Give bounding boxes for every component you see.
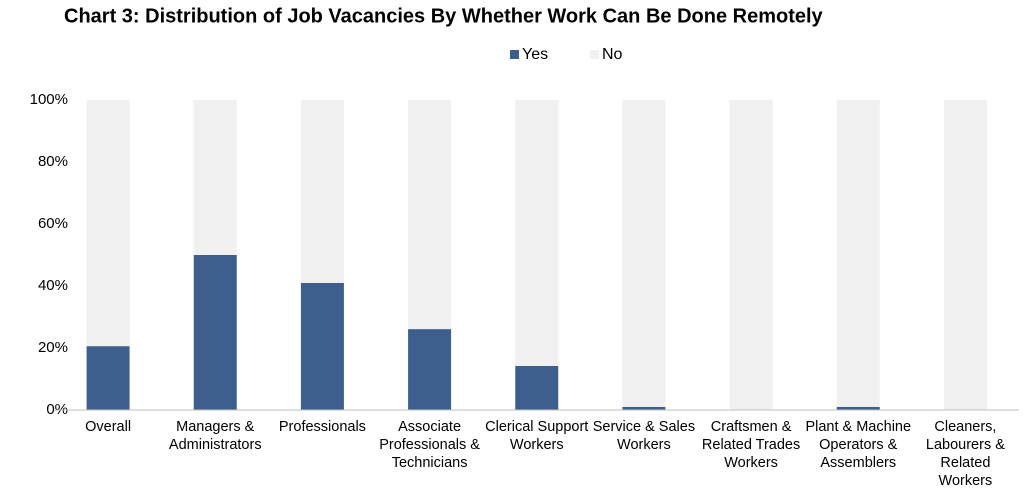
chart-title: Chart 3: Distribution of Job Vacancies B…: [64, 5, 824, 27]
bar-segment: [86, 346, 130, 410]
y-tick-label: 80%: [38, 153, 68, 170]
legend-swatch: [510, 50, 519, 59]
bar-segment: [836, 100, 880, 407]
bar-segment: [86, 100, 130, 347]
x-tick-label: Associate Professionals & Technicians: [379, 419, 480, 471]
legend-label: No: [602, 46, 623, 63]
legend-swatch: [590, 50, 599, 59]
bar-segment: [193, 100, 237, 255]
y-tick-label: 100%: [30, 91, 68, 108]
bar-segment: [622, 100, 666, 407]
y-tick-label: 60%: [38, 215, 68, 232]
bar-segment: [943, 100, 987, 410]
bar-segment: [300, 100, 344, 283]
bar-segment: [836, 406, 880, 410]
x-tick-label: Professionals: [278, 419, 366, 435]
bar-segment: [408, 100, 452, 330]
bar-segment: [622, 406, 666, 410]
x-tick-label: Managers & Administrators: [168, 419, 262, 453]
x-tick-label: Cleaners, Labourers & Related Workers: [925, 419, 1005, 489]
bar-segment: [300, 282, 344, 410]
y-tick-label: 0%: [46, 401, 68, 418]
x-tick-label: Clerical Support Workers: [485, 419, 589, 453]
bar-segment: [408, 329, 452, 410]
bar-segment: [515, 365, 559, 410]
y-tick-label: 20%: [38, 339, 68, 356]
x-tick-label: Overall: [85, 419, 132, 435]
bar-segment: [729, 100, 773, 410]
legend-label: Yes: [522, 46, 548, 63]
bar-segment: [515, 100, 559, 366]
x-tick-label: Plant & Machine Operators & Assemblers: [805, 419, 912, 471]
bar-segment: [193, 255, 237, 410]
y-tick-label: 40%: [38, 277, 68, 294]
x-tick-label: Service & Sales Workers: [592, 419, 696, 453]
x-tick-label: Craftsmen & Related Trades Workers: [701, 419, 801, 471]
